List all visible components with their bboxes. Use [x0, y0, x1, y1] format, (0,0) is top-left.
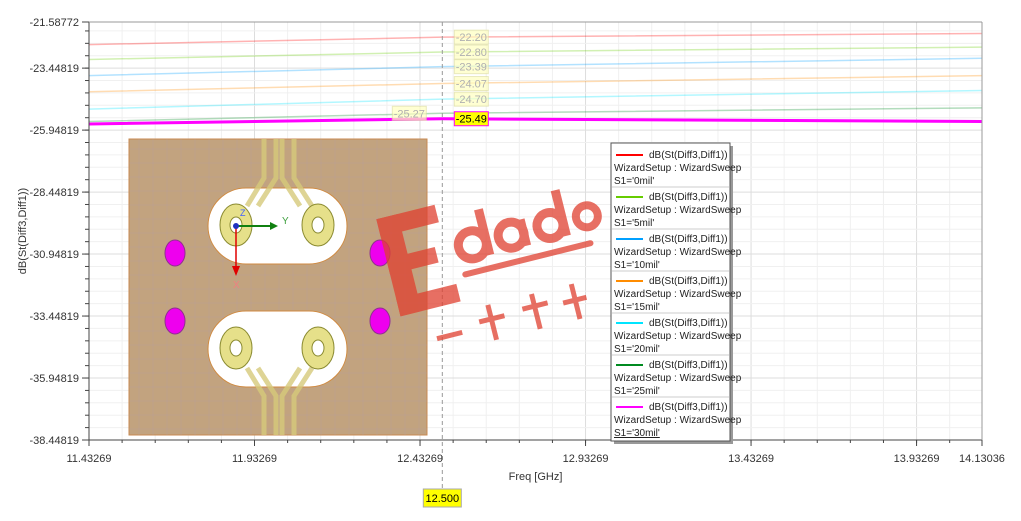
- legend-series-name: dB(St(Diff3,Diff1)): [649, 360, 728, 371]
- legend-series-name: dB(St(Diff3,Diff1)): [649, 318, 728, 329]
- x-tick-label: 13.43269: [728, 453, 774, 465]
- marker-value-label: -25.27: [394, 108, 425, 120]
- y-arrowhead-icon: [270, 222, 278, 230]
- y-tick-label: -25.94819: [29, 125, 79, 137]
- marker-value-label: -22.20: [456, 32, 487, 44]
- series-line-S115mil: [88, 74, 983, 93]
- legend-param: S1='25mil': [614, 386, 660, 397]
- legend-setup: WizardSetup : WizardSweep: [614, 205, 742, 216]
- y-tick-label: -23.44819: [29, 63, 79, 75]
- x-arrowhead-icon: [232, 266, 240, 276]
- traces-top: [244, 139, 315, 208]
- inset-axis-y: Y: [282, 216, 289, 227]
- legend-param: S1='0mil': [614, 176, 654, 187]
- y-tick-label: -28.44819: [29, 187, 79, 199]
- legend-setup: WizardSetup : WizardSweep: [614, 331, 742, 342]
- legend-param: S1='10mil': [614, 260, 660, 271]
- markers: 12.500 -22.20 -22.80 -23.39 -24.07 -24.70 -25.…: [391, 22, 489, 508]
- legend-param: S1='30mil': [614, 428, 660, 439]
- x-tick-label: 13.93269: [894, 453, 940, 465]
- x-axis-label: Freq [GHz]: [509, 471, 563, 483]
- x-tick-label: 14.13036: [959, 453, 1005, 465]
- legend[interactable]: dB(St(Diff3,Diff1)) WizardSetup : WizardS…: [610, 142, 742, 444]
- legend-box: [610, 142, 731, 442]
- marker-label-box: [453, 29, 489, 45]
- legend-setup: WizardSetup : WizardSweep: [614, 289, 742, 300]
- y-tick-label: -21.58772: [29, 17, 79, 29]
- marker-value-label: -24.07: [456, 79, 487, 91]
- legend-series-name: dB(St(Diff3,Diff1)): [649, 276, 728, 287]
- marker-label-box: [453, 44, 489, 60]
- legend-param: S1='15mil': [614, 302, 660, 313]
- y-tick-label: -38.44819: [29, 435, 79, 447]
- z-axis-origin-icon: [233, 223, 239, 229]
- legend-param: S1='5mil': [614, 218, 654, 229]
- series-line-S130mil: [88, 117, 983, 126]
- legend-param: S1='20mil': [614, 344, 660, 355]
- via-pads: [219, 203, 335, 370]
- legend-setup: WizardSetup : WizardSweep: [614, 247, 742, 258]
- marker-value-label: -23.39: [456, 62, 487, 74]
- x-tick-label: 12.93269: [563, 453, 609, 465]
- x-tick-label: 12.43269: [397, 453, 443, 465]
- legend-setup: WizardSetup : WizardSweep: [614, 373, 742, 384]
- marker-x-box: [422, 488, 462, 508]
- marker-value-label: -24.70: [456, 94, 487, 106]
- marker-label-box: [453, 111, 489, 127]
- inset-axis-z: Z: [240, 208, 246, 218]
- legend-series-name: dB(St(Diff3,Diff1)): [649, 192, 728, 203]
- y-tick-label: -30.94819: [29, 249, 79, 261]
- legend-setup: WizardSetup : WizardSweep: [614, 415, 742, 426]
- y-tick-label: -33.44819: [29, 311, 79, 323]
- marker-label-box: [391, 105, 427, 121]
- legend-series-name: dB(St(Diff3,Diff1)): [649, 402, 728, 413]
- pcb-board: [128, 138, 428, 436]
- legend-series-name: dB(St(Diff3,Diff1)): [649, 234, 728, 245]
- edadoc-watermark-logo: [376, 189, 602, 342]
- x-tick-label: 11.93269: [232, 453, 277, 465]
- marker-label-box: [453, 76, 489, 92]
- traces-bottom: [244, 366, 315, 435]
- marker-value-label: -25.49: [456, 114, 487, 126]
- legend-setup: WizardSetup : WizardSweep: [614, 163, 742, 174]
- y-tick-label: -35.94819: [29, 373, 79, 385]
- marker-label-box: [453, 59, 489, 75]
- pcb-layout-inset: Y X Z: [128, 138, 428, 436]
- axes: 11.43269 11.93269 12.43269 12.93269 13.43269…: [17, 17, 1005, 483]
- marker-label-box: [453, 91, 489, 107]
- marker-x-label: 12.500: [425, 493, 459, 505]
- y-axis-label: dB(St(Diff3,Diff1)): [17, 188, 29, 274]
- x-tick-label: 11.43269: [66, 453, 111, 465]
- inset-axis-x: X: [233, 280, 240, 291]
- marker-value-label: -22.80: [456, 47, 487, 59]
- legend-series-name: dB(St(Diff3,Diff1)): [649, 150, 728, 161]
